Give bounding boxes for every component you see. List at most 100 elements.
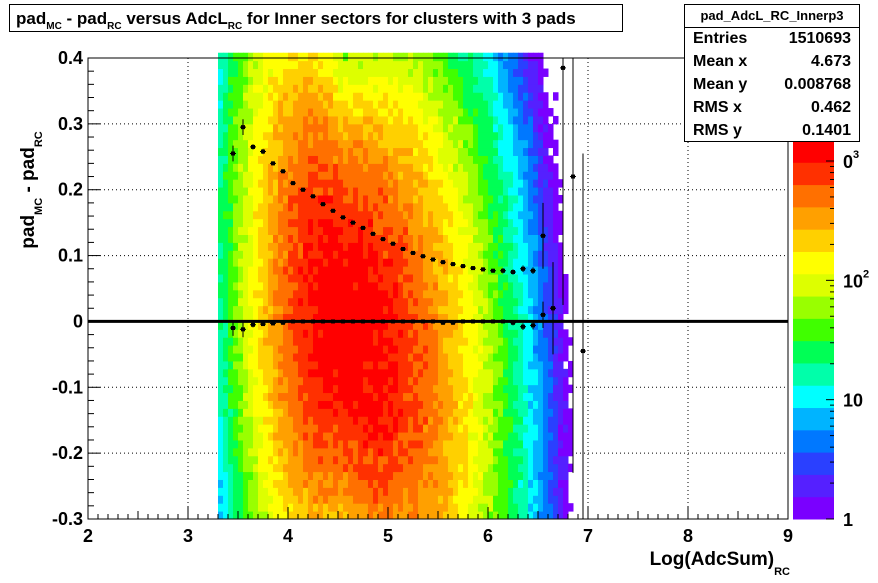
density-cell [383,281,389,291]
density-cell [568,408,574,417]
density-cell [218,108,224,117]
density-cell [303,455,309,465]
density-cell [398,147,404,156]
density-cell [443,68,449,77]
density-cell [283,400,289,409]
density-cell [288,92,294,101]
density-cell [543,329,549,338]
density-cell [333,147,339,156]
density-cell [338,400,344,409]
density-cell [528,447,534,457]
density-cell [293,376,299,386]
density-cell [508,408,514,417]
density-cell [403,274,409,283]
density-cell [238,210,244,220]
density-cell [498,123,504,133]
density-cell [318,187,324,196]
density-cell [278,202,284,212]
density-cell [438,68,444,77]
density-cell [518,376,524,386]
density-cell [553,495,559,504]
density-cell [313,376,319,386]
density-cell [248,329,254,338]
density-cell [268,123,274,133]
density-cell [223,432,229,441]
density-cell [473,147,479,156]
density-cell [253,194,259,204]
density-cell [393,100,399,109]
density-cell [403,163,409,172]
density-cell [463,447,469,457]
density-cell [553,416,559,425]
density-cell [223,463,229,473]
density-cell [253,392,259,401]
density-cell [278,250,284,259]
density-cell [453,131,459,141]
density-cell [478,258,484,267]
density-cell [433,155,439,164]
density-cell [278,163,284,172]
density-cell [308,471,314,480]
density-cell [503,495,509,504]
density-cell [528,353,534,362]
density-cell [413,100,419,109]
density-cell [343,408,349,417]
density-cell [228,92,234,101]
density-cell [368,424,374,433]
density-cell [498,202,504,212]
density-cell [438,376,444,386]
density-cell [333,503,339,512]
density-cell [258,250,264,259]
density-cell [288,503,294,512]
density-cell [538,432,544,441]
density-cell [218,115,224,125]
density-cell [288,187,294,196]
density-cell [298,479,304,488]
density-cell [473,187,479,196]
density-cell [283,392,289,401]
density-cell [553,487,559,496]
density-cell [363,432,369,441]
density-cell [323,163,329,172]
density-cell [498,471,504,480]
density-cell [398,115,404,125]
density-cell [393,194,399,204]
density-cell [513,511,519,520]
density-cell [263,210,269,220]
density-cell [398,360,404,370]
density-cell [523,297,529,307]
density-cell [303,368,309,378]
density-cell [233,384,239,394]
density-cell [533,368,539,378]
data-point [351,319,355,324]
density-cell [438,495,444,504]
density-cell [508,84,514,93]
density-cell [553,360,559,370]
density-cell [423,155,429,164]
density-cell [543,139,549,149]
density-cell [368,234,374,243]
density-cell [348,258,354,267]
density-cell [473,432,479,441]
density-cell [408,234,414,243]
density-cell [328,511,334,520]
density-cell [328,400,334,409]
density-cell [368,60,374,70]
density-cell [328,52,334,62]
density-cell [548,131,554,141]
density-cell [318,210,324,220]
density-cell [273,250,279,259]
density-cell [363,416,369,425]
density-cell [303,76,309,85]
density-cell [518,242,524,251]
density-cell [538,439,544,449]
density-cell [348,416,354,425]
density-cell [283,139,289,149]
density-cell [448,376,454,386]
density-cell [408,187,414,196]
density-cell [398,60,404,70]
density-cell [468,234,474,243]
density-cell [378,479,384,488]
density-cell [248,179,254,188]
density-cell [298,392,304,401]
